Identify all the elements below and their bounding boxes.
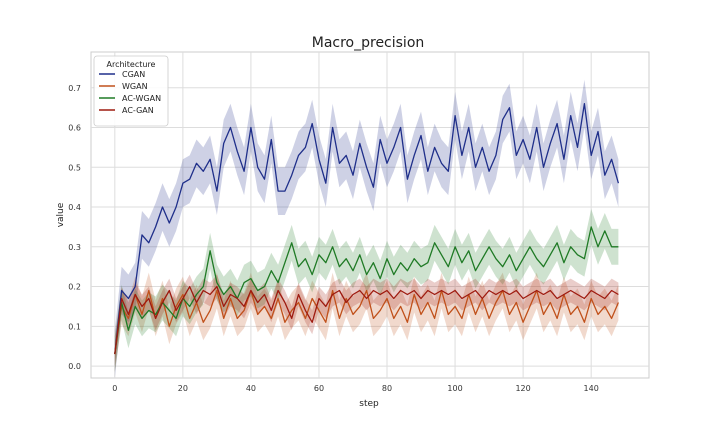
y-tick-label: 0.1 xyxy=(68,322,81,331)
grid-lines xyxy=(91,52,649,378)
y-tick-label: 0.7 xyxy=(68,84,81,93)
band-cgan xyxy=(114,79,619,379)
x-tick-label: 100 xyxy=(447,384,462,393)
x-axis-ticks: 0 20 40 60 80 100 120 140 xyxy=(112,384,599,393)
x-tick-label: 120 xyxy=(515,384,530,393)
y-tick-label: 0.2 xyxy=(68,283,81,292)
legend-entry-cgan: CGAN xyxy=(122,70,145,79)
series-line-wgan xyxy=(114,289,619,355)
x-tick-label: 60 xyxy=(314,384,324,393)
legend-entry-ac-gan: AC-GAN xyxy=(122,106,154,115)
legend-entry-ac-wgan: AC-WGAN xyxy=(122,94,161,103)
chart-title: Macro_precision xyxy=(312,35,425,51)
series-line-ac-gan xyxy=(114,285,619,355)
y-tick-label: 0.6 xyxy=(68,124,81,133)
band-wgan xyxy=(114,272,619,372)
y-axis-ticks: 0.0 0.1 0.2 0.3 0.4 0.5 0.6 0.7 xyxy=(68,84,81,371)
x-axis-label: step xyxy=(359,399,379,409)
plot-area xyxy=(90,51,650,379)
x-tick-label: 20 xyxy=(178,384,188,393)
series-lines xyxy=(114,103,620,355)
series-line-cgan xyxy=(114,103,620,355)
y-tick-label: 0.0 xyxy=(68,362,81,371)
legend-title: Architecture xyxy=(107,60,156,69)
x-tick-label: 140 xyxy=(584,384,599,393)
x-tick-label: 0 xyxy=(112,384,117,393)
y-tick-label: 0.5 xyxy=(68,163,81,172)
legend-entry-wgan: WGAN xyxy=(122,82,148,91)
y-tick-label: 0.3 xyxy=(68,243,81,252)
band-ac-gan xyxy=(114,274,619,367)
y-tick-label: 0.4 xyxy=(68,203,81,212)
series-line-ac-wgan xyxy=(114,226,619,355)
x-tick-label: 80 xyxy=(382,384,392,393)
x-tick-label: 40 xyxy=(246,384,256,393)
legend: Architecture CGAN WGAN AC-WGAN AC-GAN xyxy=(93,55,169,127)
y-axis-label: value xyxy=(56,202,66,227)
